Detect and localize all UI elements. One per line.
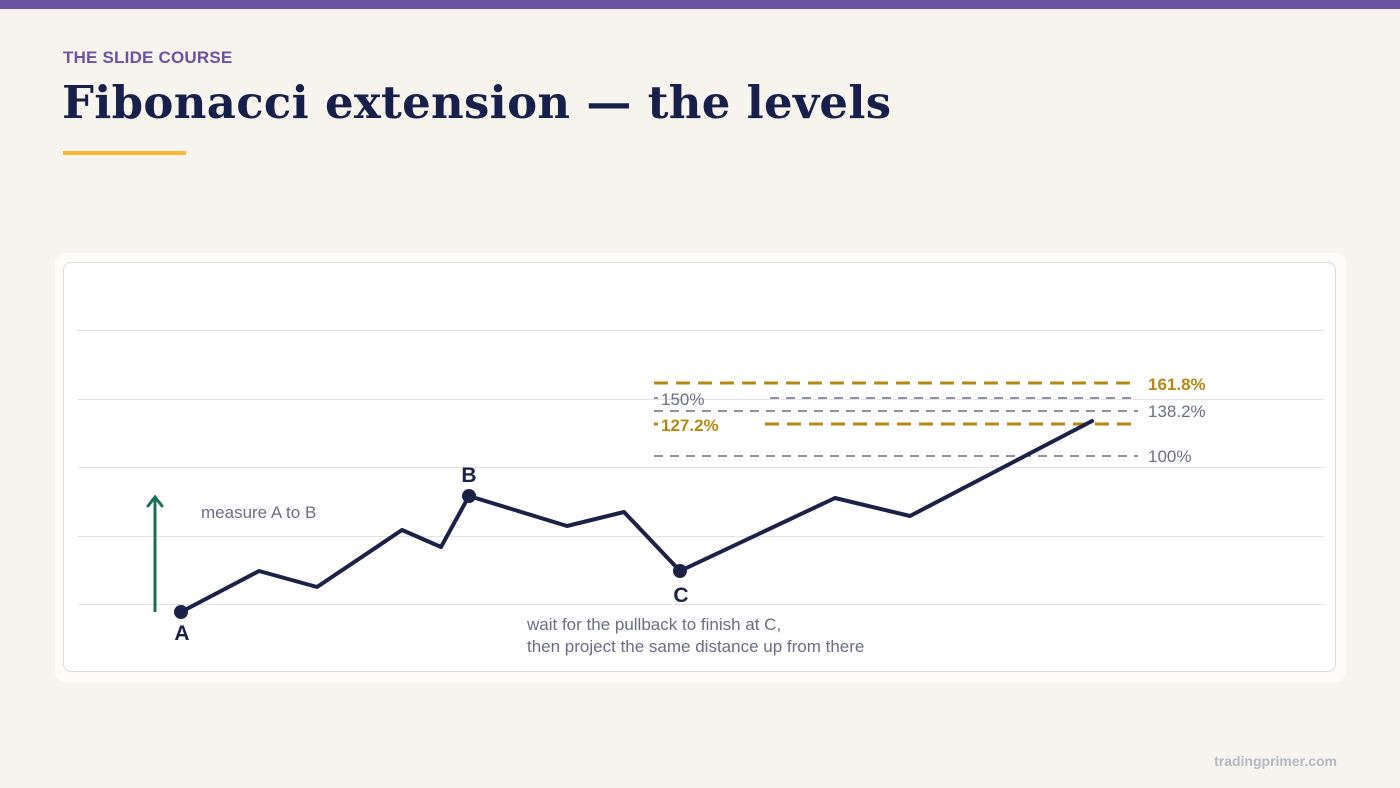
slide-title: Fibonacci extension — the levels (62, 76, 892, 129)
point-b-label: B (461, 464, 476, 487)
grid-lines (77, 330, 1324, 605)
level-label-127-2: 127.2% (661, 416, 719, 435)
level-label-100: 100% (1148, 447, 1191, 466)
point-c-marker (673, 564, 687, 578)
extension-levels (654, 381, 1138, 457)
point-b-marker (462, 489, 476, 503)
level-label-138-2: 138.2% (1148, 402, 1206, 421)
level-label-161-8: 161.8% (1148, 375, 1206, 394)
level-label-150: 150% (661, 390, 704, 409)
footer-site: tradingprimer.com (1214, 753, 1337, 769)
top-accent-bar (0, 0, 1400, 9)
caption-line-2: then project the same distance up from t… (527, 637, 864, 656)
point-a-marker (174, 605, 188, 619)
course-eyebrow: THE SLIDE COURSE (63, 48, 233, 67)
point-a-label: A (174, 622, 189, 645)
measure-arrow (146, 494, 164, 612)
point-c-label: C (673, 584, 688, 607)
price-path (179, 419, 1094, 614)
title-underline (63, 151, 186, 155)
caption-line-1: wait for the pullback to finish at C, (526, 615, 781, 634)
measure-label: measure A to B (201, 503, 316, 522)
